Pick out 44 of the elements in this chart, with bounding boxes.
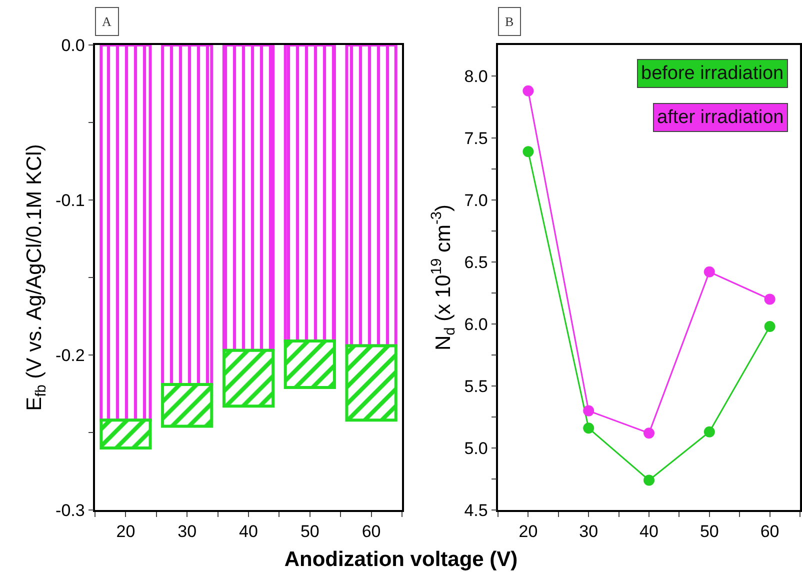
y-tick-label: 0.0 <box>61 36 85 55</box>
x-tick-label: 50 <box>700 522 719 542</box>
y-tick-label: 7.0 <box>464 190 488 210</box>
y-tick-label: 8.0 <box>464 66 488 86</box>
point <box>522 146 534 158</box>
point <box>704 426 715 438</box>
y-tick-label: 4.5 <box>464 500 488 520</box>
y-tick-label: -0.3 <box>56 500 85 520</box>
point <box>644 428 654 439</box>
y-tick-label: 5.5 <box>464 376 488 396</box>
y-tick-label: -0.1 <box>56 190 85 210</box>
point <box>522 85 534 96</box>
y-tick-label: 6.5 <box>464 252 488 272</box>
x-tick-label: 40 <box>640 522 658 542</box>
bar <box>284 340 336 390</box>
chart-title: B <box>505 14 514 29</box>
x-tick-label: 30 <box>178 522 197 542</box>
x-tick-label: 40 <box>239 522 258 542</box>
bar <box>222 45 275 352</box>
point <box>583 422 594 434</box>
point <box>583 405 594 416</box>
bar <box>100 418 152 450</box>
x-tick-label: 20 <box>116 522 136 542</box>
bar <box>345 344 398 422</box>
bar <box>161 382 214 428</box>
text: after irradiation <box>657 107 784 128</box>
y-tick-label: -0.2 <box>56 346 85 365</box>
x-axis-title: Anodization voltage (V) <box>283 548 519 572</box>
x-tick-label: 30 <box>579 522 598 542</box>
point <box>644 474 654 486</box>
x-tick-label: 60 <box>760 522 780 542</box>
point <box>764 294 776 305</box>
point <box>764 320 776 332</box>
point <box>704 266 715 278</box>
y-tick-label: 6.0 <box>464 314 488 334</box>
x-tick-label: 50 <box>300 522 320 542</box>
bar <box>161 45 214 386</box>
text: before irradiation <box>641 63 784 84</box>
x-tick-label: 20 <box>518 522 538 542</box>
x-tick-label: 60 <box>362 522 381 542</box>
bar <box>222 348 275 408</box>
chart-title: A <box>102 14 112 29</box>
y-tick-label: 7.5 <box>464 128 488 148</box>
y-tick-label: 5.0 <box>464 438 488 458</box>
